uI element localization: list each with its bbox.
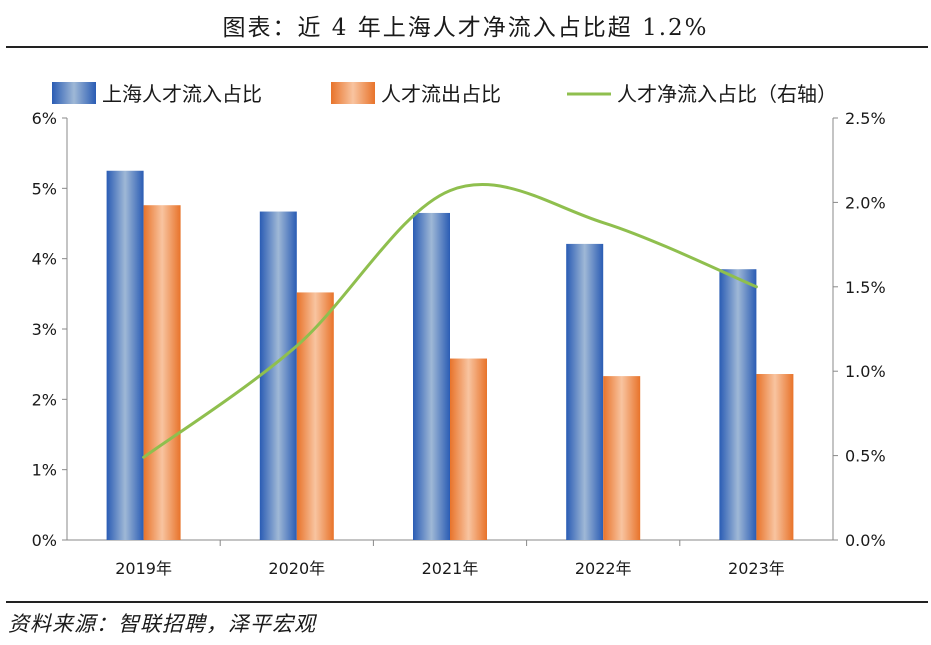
inflow-bar: [106, 170, 144, 540]
outflow-bar: [603, 376, 641, 540]
x-category-label: 2022年: [575, 559, 632, 578]
outflow-bar: [143, 205, 181, 541]
net-line-layer: [142, 182, 758, 459]
left-tick-label: 0%: [32, 531, 57, 550]
legend-outflow-label: 人才流出占比: [381, 82, 501, 106]
right-tick-label: 2.0%: [845, 193, 886, 212]
inflow-bar: [719, 269, 757, 540]
right-tick-label: 0.5%: [845, 447, 886, 466]
source-note: 资料来源：智联招聘，泽平宏观: [8, 612, 316, 636]
left-tick-label: 5%: [32, 179, 57, 198]
chart-svg: 上海人才流入占比 人才流出占比 人才净流入占比（右轴） 0% 1% 2% 3% 4% 5% 6%…: [32, 82, 886, 578]
left-tick-label: 6%: [32, 109, 57, 128]
bottom-rule: [6, 601, 928, 603]
legend-outflow-swatch: [331, 82, 375, 104]
net-inflow-line: [142, 182, 758, 459]
legend-net-label: 人才净流入占比（右轴）: [617, 82, 837, 106]
right-tick-label: 1.0%: [845, 362, 886, 381]
left-tick-label: 4%: [32, 250, 57, 269]
legend-inflow-label: 上海人才流入占比: [102, 82, 262, 106]
left-tick-label: 1%: [32, 461, 57, 480]
outflow-bar: [450, 358, 487, 540]
legend: 上海人才流入占比 人才流出占比 人才净流入占比（右轴）: [52, 82, 837, 106]
legend-inflow-swatch: [52, 82, 96, 104]
right-tick-label: 1.5%: [845, 278, 886, 297]
x-category-label: 2023年: [728, 559, 785, 578]
right-tick-label: 0.0%: [845, 531, 886, 550]
x-category-label: 2021年: [422, 559, 479, 578]
left-tick-label: 3%: [32, 320, 57, 339]
inflow-bar: [566, 243, 604, 540]
inflow-bar: [259, 211, 297, 540]
bars: [106, 170, 794, 541]
x-category-label: 2020年: [268, 559, 325, 578]
top-rule: [6, 46, 928, 48]
left-tick-label: 2%: [32, 390, 57, 409]
axes: 0% 1% 2% 3% 4% 5% 6% 0.0% 0.5% 1.0% 1.5% 2.0% 2.5% 20…: [32, 109, 886, 578]
outflow-bar: [756, 374, 794, 540]
chart-title: 图表：近 4 年上海人才净流入占比超 1.2%: [222, 15, 709, 41]
right-tick-label: 2.5%: [845, 109, 886, 128]
inflow-bar: [413, 212, 450, 540]
outflow-bar: [296, 292, 334, 540]
x-category-label: 2019年: [115, 559, 172, 578]
